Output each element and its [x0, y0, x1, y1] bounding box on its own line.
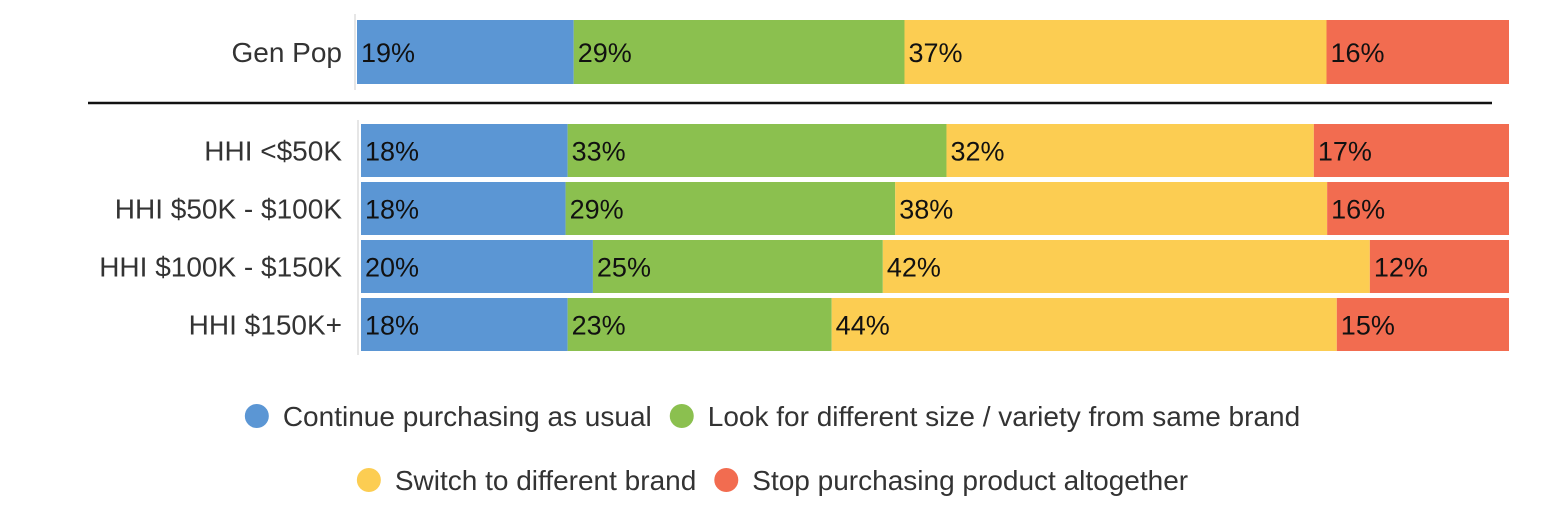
bar-hhi-50k-series-1 — [361, 124, 568, 177]
value-label-hhi-100k-150k-series-3: 42% — [887, 253, 941, 283]
bar-hhi-150k-series-2 — [567, 298, 832, 351]
value-label-hhi-50k-series-4: 17% — [1318, 137, 1372, 167]
category-label-hhi-150k: HHI $150K+ — [189, 310, 342, 341]
category-labels: Gen Pop HHI <$50K HHI $50K - $100K HHI $100… — [99, 37, 342, 341]
value-label-gen-pop-series-2: 29% — [578, 38, 632, 68]
legend: Continue purchasing as usual Look for dif… — [244, 401, 1300, 496]
bar-hhi-50k-series-2 — [567, 124, 947, 177]
value-label-hhi-50k-series-1: 18% — [365, 137, 419, 167]
bar-hhi-100k-150k-series-3 — [882, 240, 1370, 293]
value-label-hhi-50k-100k-series-3: 38% — [899, 195, 953, 225]
bar-hhi-50k-series-4 — [1313, 124, 1509, 177]
bar-hhi-50k-100k-series-4 — [1327, 182, 1509, 235]
bar-hhi-50k-series-3 — [946, 124, 1314, 177]
value-label-gen-pop-series-3: 37% — [908, 38, 962, 68]
value-label-hhi-50k-100k-series-2: 29% — [570, 195, 624, 225]
bar-gen-pop-series-4 — [1326, 20, 1509, 84]
bar-gen-pop-series-1 — [357, 20, 574, 84]
bar-hhi-150k-series-3 — [831, 298, 1337, 351]
value-label-hhi-150k-series-1: 18% — [365, 311, 419, 341]
legend-label-series-4: Stop purchasing product altogether — [752, 465, 1188, 496]
value-label-gen-pop-series-1: 19% — [361, 38, 415, 68]
category-label-gen-pop: Gen Pop — [231, 37, 342, 68]
value-label-hhi-50k-100k-series-4: 16% — [1331, 195, 1385, 225]
bar-gen-pop-series-2 — [573, 20, 905, 84]
category-label-hhi-50k-100k: HHI $50K - $100K — [115, 194, 343, 225]
bar-hhi-50k-100k-series-2 — [565, 182, 896, 235]
bar-hhi-50k-100k-series-1 — [361, 182, 566, 235]
bar-hhi-100k-150k-series-1 — [361, 240, 593, 293]
bar-gen-pop-series-3 — [904, 20, 1327, 84]
bar-hhi-150k-series-1 — [361, 298, 568, 351]
value-label-gen-pop-series-4: 16% — [1331, 38, 1385, 68]
value-label-hhi-50k-series-2: 33% — [572, 137, 626, 167]
legend-marker-series-2 — [669, 404, 694, 428]
legend-marker-series-4 — [714, 468, 739, 492]
value-label-hhi-150k-series-2: 23% — [572, 311, 626, 341]
value-label-hhi-50k-series-3: 32% — [950, 137, 1004, 167]
bars-group: 19% 29% 37% 16% 18% 33% 32% 17% 18% 29% 38% 16% 20% 2… — [357, 20, 1509, 351]
category-label-hhi-100k-150k: HHI $100K - $150K — [99, 252, 342, 283]
bar-hhi-100k-150k-series-4 — [1369, 240, 1509, 293]
legend-marker-series-1 — [244, 404, 269, 428]
bar-hhi-100k-150k-series-2 — [592, 240, 883, 293]
legend-label-series-2: Look for different size / variety from s… — [708, 401, 1300, 432]
legend-marker-series-3 — [356, 468, 381, 492]
category-label-hhi-50k: HHI <$50K — [204, 136, 342, 167]
value-label-hhi-100k-150k-series-1: 20% — [365, 253, 419, 283]
value-label-hhi-100k-150k-series-2: 25% — [597, 253, 651, 283]
bar-hhi-50k-100k-series-3 — [895, 182, 1328, 235]
legend-label-series-1: Continue purchasing as usual — [283, 401, 652, 432]
bar-hhi-150k-series-4 — [1336, 298, 1509, 351]
legend-label-series-3: Switch to different brand — [395, 465, 696, 496]
value-label-hhi-50k-100k-series-1: 18% — [365, 195, 419, 225]
value-label-hhi-150k-series-3: 44% — [836, 311, 890, 341]
value-label-hhi-100k-150k-series-4: 12% — [1374, 253, 1428, 283]
value-label-hhi-150k-series-4: 15% — [1341, 311, 1395, 341]
